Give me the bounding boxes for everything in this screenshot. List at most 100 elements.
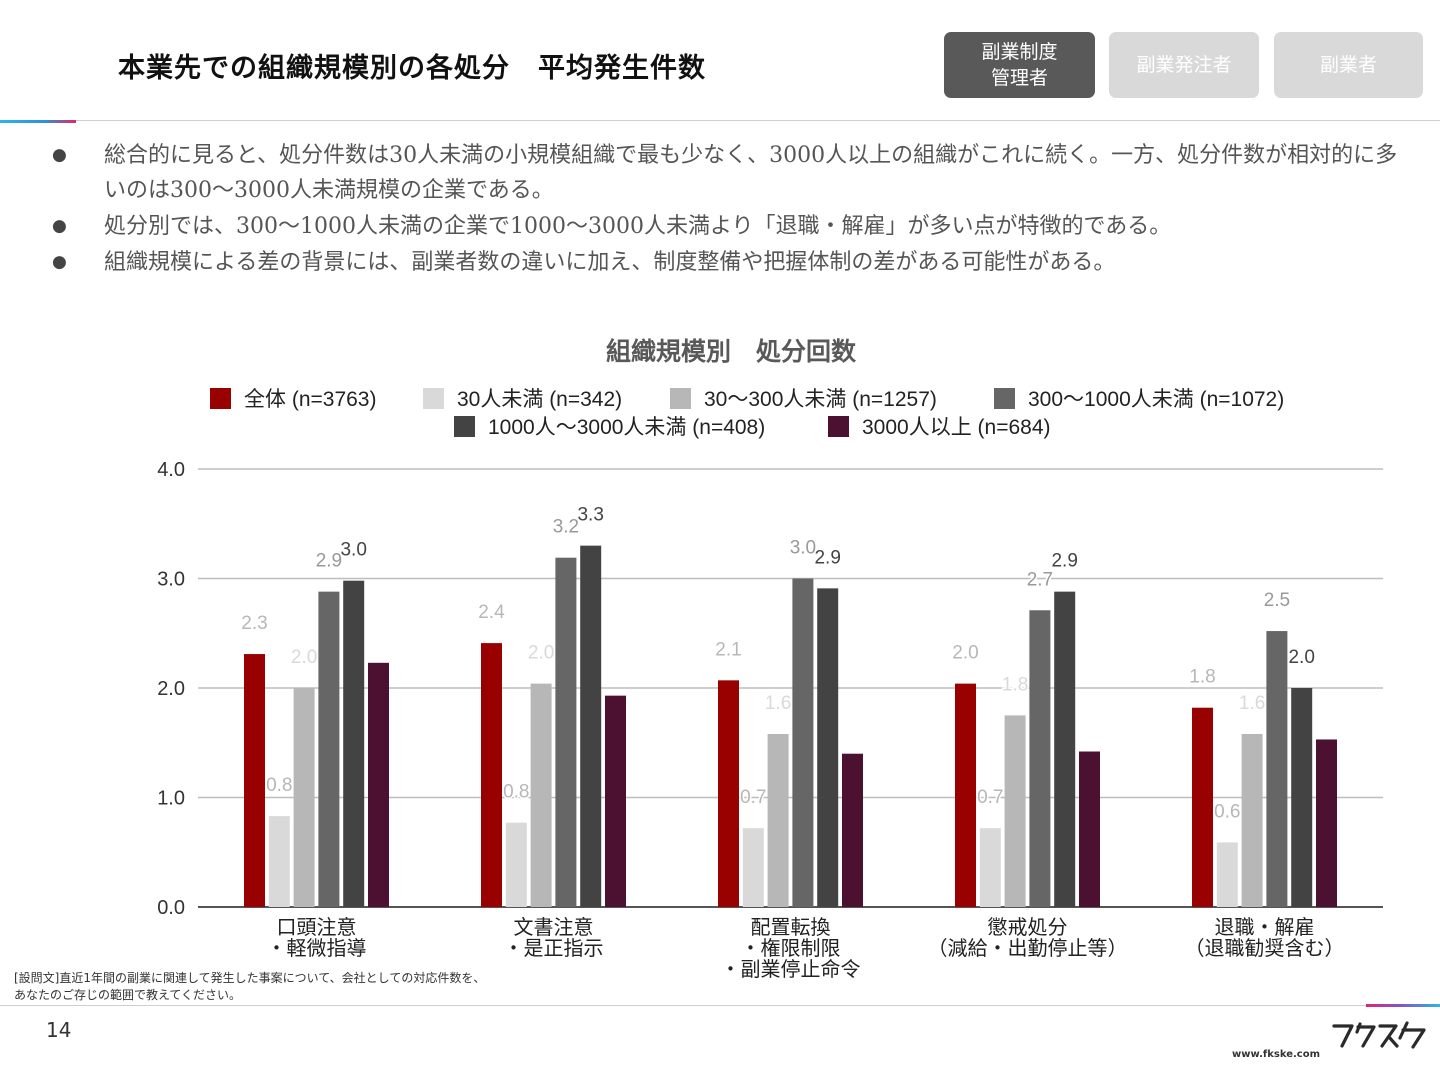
bullet-text: 処分別では、300〜1000人未満の企業で1000〜3000人未満より「退職・解… bbox=[104, 214, 1172, 239]
bar bbox=[268, 816, 290, 907]
legend-swatch bbox=[670, 388, 691, 409]
data-label: 2.9 bbox=[814, 547, 840, 568]
bullet-text: 総合的に見ると、処分件数は30人未満の小規模組織で最も少なく、3000人以上の組… bbox=[104, 143, 1398, 203]
legend-swatch bbox=[210, 388, 231, 409]
data-label: 3.2 bbox=[553, 517, 579, 538]
data-label: 2.1 bbox=[715, 639, 741, 660]
bar bbox=[481, 643, 502, 907]
data-label: 2.0 bbox=[291, 647, 317, 668]
data-label: 2.0 bbox=[528, 643, 554, 664]
bullet-item: ● 処分別では、300〜1000人未満の企業で1000〜3000人未満より「退職… bbox=[50, 209, 1400, 244]
x-tick-label: 口頭注意・軽微指導 bbox=[267, 916, 367, 960]
x-tick-label-line: 文書注意 bbox=[514, 916, 594, 939]
x-tick-label: 退職・解雇（退職勧奨含む） bbox=[1185, 916, 1345, 960]
bar bbox=[1216, 842, 1238, 907]
page-number: 14 bbox=[46, 1018, 72, 1042]
data-label: 0.7 bbox=[740, 787, 766, 808]
bullet-text: 組織規模による差の背景には、副業者数の違いに加え、制度整備や把握体制の差がある可… bbox=[104, 250, 1116, 275]
tab-label: 副業制度 管理者 bbox=[981, 41, 1058, 89]
x-tick-label-line: 退職・解雇 bbox=[1215, 916, 1315, 939]
x-tick-label-line: ・軽微指導 bbox=[267, 937, 367, 960]
bar bbox=[792, 578, 814, 907]
bullet-dot-icon: ● bbox=[52, 252, 67, 272]
bar bbox=[605, 695, 626, 907]
data-label: 2.9 bbox=[316, 551, 342, 572]
fukusuke-logo-icon bbox=[1332, 1021, 1426, 1049]
bar bbox=[842, 753, 863, 907]
data-label: 2.0 bbox=[1288, 647, 1314, 668]
header-divider bbox=[0, 120, 1440, 121]
bar bbox=[530, 683, 552, 907]
legend-label: 全体 (n=3763) bbox=[244, 388, 376, 411]
y-tick-label: 3.0 bbox=[157, 569, 185, 591]
x-tick-label-line: ・権限制限 bbox=[741, 937, 841, 960]
bar bbox=[1192, 707, 1213, 907]
data-label: 1.8 bbox=[1002, 674, 1028, 695]
legend-swatch bbox=[828, 416, 849, 437]
footer-accent-bar bbox=[1366, 1004, 1440, 1007]
legend-swatch bbox=[454, 416, 475, 437]
bar bbox=[1054, 591, 1076, 907]
y-tick-label: 2.0 bbox=[157, 678, 185, 700]
footer-divider bbox=[0, 1005, 1440, 1006]
bar bbox=[1079, 751, 1100, 907]
legend-label: 30人未満 (n=342) bbox=[457, 388, 622, 411]
bullet-dot-icon: ● bbox=[52, 216, 67, 236]
data-label: 3.0 bbox=[340, 540, 366, 561]
data-label: 3.0 bbox=[790, 538, 816, 559]
bar bbox=[1316, 739, 1337, 907]
bar bbox=[343, 580, 365, 907]
x-tick-label-line: ・是正指示 bbox=[504, 937, 604, 960]
legend-label: 3000人以上 (n=684) bbox=[862, 416, 1051, 439]
data-label: 2.9 bbox=[1051, 551, 1077, 572]
legend-label: 30〜300人未満 (n=1257) bbox=[704, 388, 937, 411]
bar bbox=[955, 683, 976, 907]
data-label: 0.6 bbox=[1214, 801, 1240, 822]
tab-label: 副業者 bbox=[1319, 54, 1377, 76]
summary-bullets: ● 総合的に見ると、処分件数は30人未満の小規模組織で最も少なく、3000人以上… bbox=[50, 138, 1400, 281]
x-tick-label-line: （減給・出勤停止等） bbox=[928, 937, 1128, 960]
bar bbox=[742, 828, 764, 907]
bullet-dot-icon: ● bbox=[52, 145, 67, 165]
chart-title: 組織規模別 処分回数 bbox=[606, 337, 857, 366]
x-tick-label-line: ・副業停止命令 bbox=[721, 958, 861, 980]
data-label: 2.7 bbox=[1027, 569, 1053, 590]
tab-side-business-system-admin[interactable]: 副業制度 管理者 bbox=[944, 32, 1095, 98]
x-tick-label-line: 懲戒処分 bbox=[988, 916, 1068, 939]
tab-label: 副業発注者 bbox=[1136, 54, 1232, 76]
bar bbox=[1004, 715, 1026, 907]
y-tick-label: 1.0 bbox=[157, 788, 185, 810]
company-logo bbox=[1330, 1020, 1428, 1054]
legend-swatch bbox=[994, 388, 1015, 409]
bar bbox=[718, 680, 739, 907]
bullet-item: ● 総合的に見ると、処分件数は30人未満の小規模組織で最も少なく、3000人以上… bbox=[50, 138, 1400, 208]
bar bbox=[817, 588, 839, 907]
data-label: 0.8 bbox=[503, 782, 529, 803]
bar bbox=[1241, 733, 1263, 907]
bar bbox=[368, 662, 389, 907]
header-accent-bar bbox=[0, 120, 76, 123]
bar bbox=[1291, 688, 1313, 907]
bar bbox=[1029, 610, 1051, 907]
footnote-line: あなたのご存じの範囲で教えてください。 bbox=[14, 988, 242, 1002]
bar bbox=[505, 822, 527, 907]
data-label: 2.5 bbox=[1264, 590, 1290, 611]
bar bbox=[293, 688, 315, 907]
bar bbox=[580, 545, 602, 907]
survey-question-note: [設問文]直近1年間の副業に関連して発生した事案について、会社としての対応件数を… bbox=[14, 970, 485, 1004]
x-tick-label-line: 口頭注意 bbox=[277, 916, 357, 939]
bar bbox=[555, 557, 577, 907]
bar bbox=[979, 828, 1001, 907]
data-label: 0.8 bbox=[266, 775, 292, 796]
x-tick-label: 懲戒処分（減給・出勤停止等） bbox=[928, 916, 1128, 960]
tab-side-business-worker[interactable]: 副業者 bbox=[1274, 32, 1423, 98]
data-label: 2.0 bbox=[952, 643, 978, 664]
data-label: 3.3 bbox=[577, 505, 603, 526]
legend-label: 300〜1000人未満 (n=1072) bbox=[1028, 388, 1284, 411]
x-tick-label-line: （退職勧奨含む） bbox=[1185, 937, 1345, 960]
x-tick-label: 配置転換・権限制限・副業停止命令 bbox=[721, 916, 861, 980]
tab-side-business-client[interactable]: 副業発注者 bbox=[1109, 32, 1259, 98]
bar bbox=[1266, 631, 1288, 907]
x-tick-label-line: 配置転換 bbox=[751, 916, 831, 939]
